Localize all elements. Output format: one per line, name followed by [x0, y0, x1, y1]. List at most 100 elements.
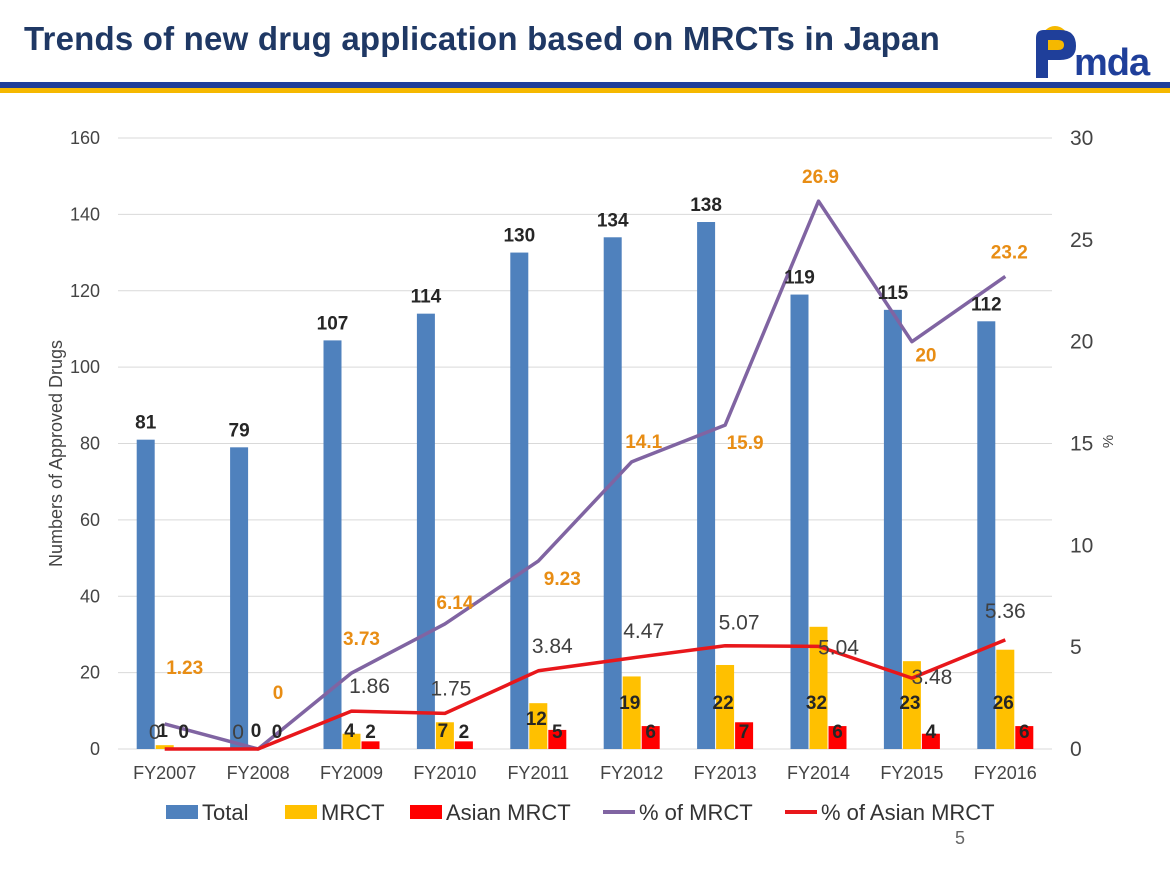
- slide-title: Trends of new drug application based on …: [24, 20, 940, 57]
- y2-tick-label-20: 20: [1070, 331, 1093, 354]
- label-mrct-FY2009: 4: [344, 721, 355, 742]
- label-pct-mrct-FY2008: 0: [273, 683, 284, 704]
- label-mrct-FY2007: 1: [157, 721, 168, 742]
- bar-mrct-FY2013: [716, 664, 735, 749]
- bar-asian-mrct-FY2011: [548, 729, 567, 749]
- label-total-FY2009: 107: [317, 313, 349, 334]
- bar-total-FY2007: [136, 439, 155, 749]
- x-tick-label-FY2016: FY2016: [974, 763, 1037, 783]
- bar-total-FY2010: [416, 313, 435, 749]
- legend-label-mrct: MRCT: [321, 800, 385, 825]
- bar-total-FY2013: [697, 222, 716, 749]
- label-total-FY2012: 134: [597, 210, 629, 231]
- x-tick-label-FY2010: FY2010: [413, 763, 476, 783]
- label-pct-asian-FY2012: 4.47: [623, 620, 664, 643]
- x-tick-label-FY2007: FY2007: [133, 763, 196, 783]
- bar-total-FY2009: [323, 340, 342, 749]
- label-total-FY2015: 115: [878, 283, 909, 304]
- label-pct-asian-FY2011: 3.84: [532, 635, 573, 658]
- label-pct-mrct-FY2012: 14.1: [625, 432, 662, 453]
- label-asian-FY2012: 6: [645, 722, 656, 743]
- axes: 020406080100120140160051015202530Numbers…: [46, 127, 1117, 783]
- legend-swatch-total: [166, 805, 198, 819]
- legend-swatch-mrct: [285, 805, 317, 819]
- bar-mrct-FY2016: [996, 649, 1015, 749]
- label-total-FY2011: 130: [503, 226, 535, 247]
- y-tick-label-80: 80: [80, 434, 100, 454]
- label-mrct-FY2016: 26: [993, 693, 1014, 714]
- label-pct-asian-FY2013: 5.07: [719, 612, 760, 635]
- bar-asian-mrct-FY2014: [828, 726, 847, 749]
- legend-label--of-mrct: % of MRCT: [639, 800, 753, 825]
- label-pct-asian-FY2009: 1.86: [349, 675, 390, 698]
- y-tick-label-40: 40: [80, 586, 100, 606]
- y-tick-label-160: 160: [70, 128, 100, 148]
- y-tick-label-20: 20: [80, 663, 100, 683]
- y2-tick-label-25: 25: [1070, 229, 1093, 252]
- bar-total-FY2008: [230, 447, 249, 749]
- label-asian-FY2009: 2: [365, 722, 376, 743]
- label-pct-mrct-FY2014: 26.9: [802, 167, 839, 188]
- logo-p-shape: [1036, 30, 1076, 78]
- y-tick-label-0: 0: [90, 739, 100, 759]
- x-tick-label-FY2015: FY2015: [880, 763, 943, 783]
- label-asian-FY2016: 6: [1019, 722, 1030, 743]
- label-mrct-FY2011: 12: [526, 709, 547, 730]
- x-tick-label-FY2011: FY2011: [507, 763, 569, 783]
- label-total-FY2016: 112: [971, 294, 1002, 315]
- bar-total-FY2015: [883, 309, 902, 749]
- label-asian-FY2011: 5: [552, 722, 563, 743]
- header-rule-gold: [0, 88, 1170, 93]
- y2-tick-label-10: 10: [1070, 534, 1093, 557]
- y-axis-title: Numbers of Approved Drugs: [46, 340, 66, 567]
- x-tick-label-FY2009: FY2009: [320, 763, 383, 783]
- bar-mrct-FY2009: [342, 733, 361, 749]
- label-pct-mrct-FY2015: 20: [915, 346, 936, 367]
- label-asian-FY2007: 0: [178, 722, 189, 743]
- bar-asian-mrct-FY2009: [361, 741, 380, 749]
- legend: Total MRCT Asian MRCT % of MRCT % of Asian M…: [166, 800, 995, 825]
- label-asian-FY2014: 6: [832, 722, 843, 743]
- bar-asian-mrct-FY2015: [921, 733, 940, 749]
- bar-total-FY2016: [977, 321, 996, 749]
- header-rule-blue: [0, 82, 1170, 88]
- label-pct-mrct-FY2010: 6.14: [436, 593, 473, 614]
- bar-mrct-FY2007: [155, 745, 174, 749]
- bars: [136, 222, 1034, 749]
- bar-asian-mrct-FY2013: [735, 722, 754, 749]
- label-pct-asian-FY2015: 3.48: [911, 666, 952, 689]
- legend-label--of-asian-mrct: % of Asian MRCT: [821, 800, 995, 825]
- label-mrct-FY2013: 22: [713, 693, 734, 714]
- label-asian-FY2008: 0: [272, 722, 283, 743]
- line-pct-asian-mrct: [164, 638, 1006, 751]
- gridlines: [118, 137, 1052, 750]
- bar-mrct-FY2015: [902, 661, 921, 749]
- bar-total-FY2014: [790, 294, 809, 749]
- y2-tick-label-0: 0: [1070, 738, 1082, 761]
- pmda-logo: mda: [1036, 26, 1152, 82]
- bar-asian-mrct-FY2010: [454, 741, 473, 749]
- bar-mrct-FY2010: [435, 722, 454, 749]
- label-pct-asian-FY2007: 0: [149, 721, 161, 744]
- x-tick-label-FY2008: FY2008: [227, 763, 290, 783]
- bar-total-FY2012: [603, 237, 622, 749]
- label-pct-mrct-FY2013: 15.9: [727, 433, 764, 454]
- bar-mrct-FY2011: [529, 703, 548, 749]
- label-total-FY2010: 114: [411, 287, 442, 308]
- label-pct-asian-FY2010: 1.75: [430, 677, 471, 700]
- label-pct-asian-FY2008: 0: [232, 721, 244, 744]
- label-pct-asian-FY2016: 5.36: [985, 600, 1026, 623]
- bar-mrct-FY2012: [622, 676, 641, 749]
- y-tick-label-60: 60: [80, 510, 100, 530]
- x-tick-label-FY2014: FY2014: [787, 763, 850, 783]
- label-pct-mrct-FY2011: 9.23: [544, 569, 581, 590]
- label-mrct-FY2010: 7: [438, 721, 449, 742]
- label-asian-FY2010: 2: [459, 722, 470, 743]
- x-tick-label-FY2012: FY2012: [600, 763, 663, 783]
- bar-total-FY2011: [510, 252, 529, 749]
- label-pct-mrct-FY2009: 3.73: [343, 629, 380, 650]
- y-tick-label-120: 120: [70, 281, 100, 301]
- label-total-FY2008: 79: [229, 420, 250, 441]
